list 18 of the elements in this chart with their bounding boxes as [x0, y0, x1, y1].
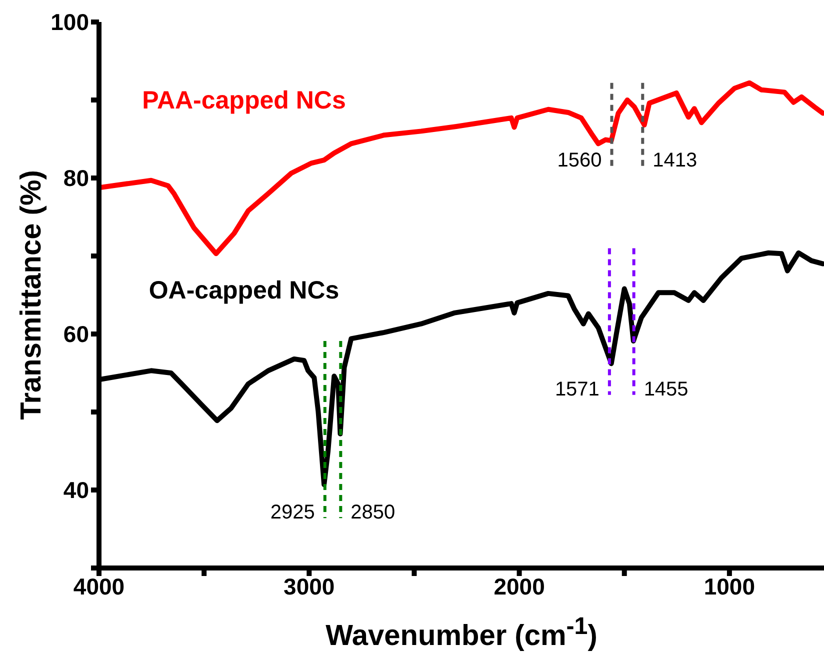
annotation: 1455 [644, 378, 688, 402]
y-tick-label: 40 [63, 477, 89, 504]
x-tick-label: 4000 [73, 573, 125, 600]
series-label: OA-capped NCs [148, 276, 340, 306]
x-tick-label: 1000 [704, 573, 756, 600]
x-tick-label: 2000 [494, 573, 545, 600]
y-tick-label: 80 [63, 165, 89, 192]
annotation: 1413 [652, 150, 698, 173]
annotation: 1571 [554, 378, 600, 402]
annotation: 1560 [557, 150, 602, 173]
series-label: PAA-capped NCs [142, 86, 346, 116]
y-tick-label: 100 [50, 9, 89, 36]
annotation: 2925 [270, 502, 315, 525]
annotation: 2850 [350, 502, 396, 525]
x-axis-title: Wavenumber (cm$^{-1}$) [326, 613, 598, 653]
y-axis-title: Transmittance (%) [16, 170, 48, 420]
x-tick-label: 3000 [284, 573, 335, 600]
y-tick-label: 60 [63, 321, 89, 348]
